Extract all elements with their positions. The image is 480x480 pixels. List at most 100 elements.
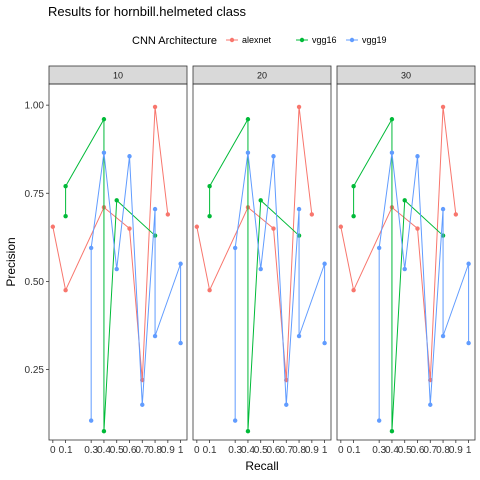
chart-title: Results for hornbill.helmeted class — [48, 4, 246, 19]
x-tick-label: 0.3 — [84, 445, 98, 456]
x-tick-label: 0.4 — [241, 445, 255, 456]
x-tick-label: 0.7 — [279, 445, 293, 456]
data-point-vgg16 — [389, 117, 395, 122]
x-tick-label: 1 — [466, 445, 472, 456]
series-line-vgg19 — [234, 152, 326, 421]
y-tick-label: 0.50 — [25, 277, 45, 288]
legend-key-point — [349, 37, 355, 43]
data-point-vgg16 — [245, 428, 251, 434]
x-tick-label: 0.7 — [135, 445, 149, 456]
data-point-alexnet — [165, 212, 171, 217]
x-axis-title: Recall — [245, 459, 278, 473]
data-point-vgg16 — [114, 198, 119, 203]
data-point-vgg19 — [101, 150, 107, 155]
data-point-vgg19 — [376, 245, 382, 251]
series-line-alexnet — [52, 106, 169, 381]
data-point-alexnet — [440, 104, 446, 110]
x-tick-label: 0.9 — [161, 445, 175, 456]
data-point-alexnet — [152, 104, 158, 110]
data-point-vgg19 — [415, 154, 420, 159]
data-point-vgg19 — [258, 266, 263, 272]
data-point-vgg16 — [207, 213, 212, 219]
data-point-vgg16 — [63, 213, 68, 219]
x-tick-label: 0.7 — [423, 445, 437, 456]
data-point-vgg19 — [152, 333, 158, 339]
data-point-vgg19 — [389, 150, 395, 155]
legend-label: vgg19 — [362, 35, 387, 45]
panel-border — [336, 83, 476, 441]
x-tick-label: 0.3 — [372, 445, 386, 456]
data-point-vgg19 — [376, 418, 382, 423]
legend-title: CNN Architecture — [132, 35, 217, 47]
data-point-vgg16 — [351, 213, 356, 219]
series-line-alexnet — [340, 106, 457, 381]
x-tick-label: 1 — [178, 445, 184, 456]
data-point-vgg19 — [402, 266, 407, 272]
data-point-vgg16 — [389, 428, 395, 434]
data-point-vgg16 — [101, 117, 107, 122]
panel-border — [192, 83, 332, 441]
x-tick-label: 0.4 — [385, 445, 399, 456]
data-point-alexnet — [351, 287, 356, 293]
data-point-vgg19 — [284, 402, 289, 407]
data-point-vgg16 — [207, 184, 212, 189]
facet-strip-label: 20 — [257, 71, 267, 81]
facet-panel-30: 30 0 0.1 0.30.40.50.60.70.80.9 1 — [336, 65, 476, 456]
series-line-vgg19 — [378, 152, 470, 421]
data-point-vgg19 — [296, 333, 302, 339]
data-point-vgg16 — [245, 117, 251, 122]
data-point-vgg19 — [428, 402, 433, 407]
legend-label: vgg16 — [312, 35, 337, 45]
series-line-alexnet — [196, 106, 313, 381]
x-tick-label: 0.8 — [436, 445, 450, 456]
data-point-vgg19 — [178, 261, 183, 266]
facet-panels: 100 0.1 0.30.40.50.60.70.80.9 10.250.500.75… — [25, 65, 476, 456]
x-tick-label: 0.6 — [411, 445, 425, 456]
x-tick-label: 0.1 — [347, 445, 361, 456]
data-point-vgg19 — [466, 340, 471, 346]
x-tick-label: 0.3 — [228, 445, 242, 456]
data-point-vgg19 — [127, 154, 132, 159]
data-point-vgg19 — [271, 154, 276, 159]
data-point-vgg19 — [322, 340, 327, 346]
data-point-vgg16 — [258, 198, 263, 203]
x-tick-label: 0.9 — [305, 445, 319, 456]
data-point-alexnet — [296, 104, 302, 110]
data-point-vgg19 — [88, 245, 94, 251]
data-point-alexnet — [63, 287, 68, 293]
x-tick-label: 0 — [194, 445, 200, 456]
legend-label: alexnet — [242, 35, 272, 45]
x-tick-label: 0.6 — [267, 445, 281, 456]
x-tick-label: 0.8 — [292, 445, 306, 456]
x-tick-label: 0.9 — [449, 445, 463, 456]
facet-strip-label: 30 — [401, 71, 411, 81]
data-point-vgg19 — [140, 402, 145, 407]
x-tick-label: 0.8 — [148, 445, 162, 456]
facet-strip-label: 10 — [113, 71, 123, 81]
y-tick-label: 1.00 — [25, 101, 45, 112]
legend-key-point — [229, 37, 235, 43]
facet-panel-10: 10 0 0.1 0.30.40.50.60.70.80.9 1 0.25 0.50 0.75… — [25, 65, 188, 456]
x-tick-label: 0 — [50, 445, 56, 456]
data-point-alexnet — [207, 287, 212, 293]
legend-key-point — [299, 37, 305, 43]
x-tick-label: 1 — [322, 445, 328, 456]
x-tick-label: 0.1 — [203, 445, 217, 456]
data-point-alexnet — [453, 212, 459, 217]
x-tick-label: 0 — [338, 445, 344, 456]
data-point-alexnet — [271, 226, 276, 231]
data-point-vgg19 — [245, 150, 251, 155]
x-tick-label: 0.5 — [110, 445, 124, 456]
data-point-alexnet — [309, 212, 315, 217]
x-tick-label: 0.4 — [97, 445, 111, 456]
series-line-vgg16 — [209, 117, 300, 432]
y-tick-label: 0.25 — [25, 365, 45, 376]
series-line-vgg16 — [65, 117, 156, 432]
data-point-vgg16 — [351, 184, 356, 189]
data-point-alexnet — [338, 224, 344, 229]
data-point-vgg16 — [101, 428, 107, 434]
data-point-vgg16 — [63, 184, 68, 189]
facet-panel-20: 20 0 0.1 0.30.40.50.60.70.80.9 1 — [192, 65, 332, 456]
legend: CNN Architecture alexnet vgg16 vgg19 — [132, 35, 387, 47]
